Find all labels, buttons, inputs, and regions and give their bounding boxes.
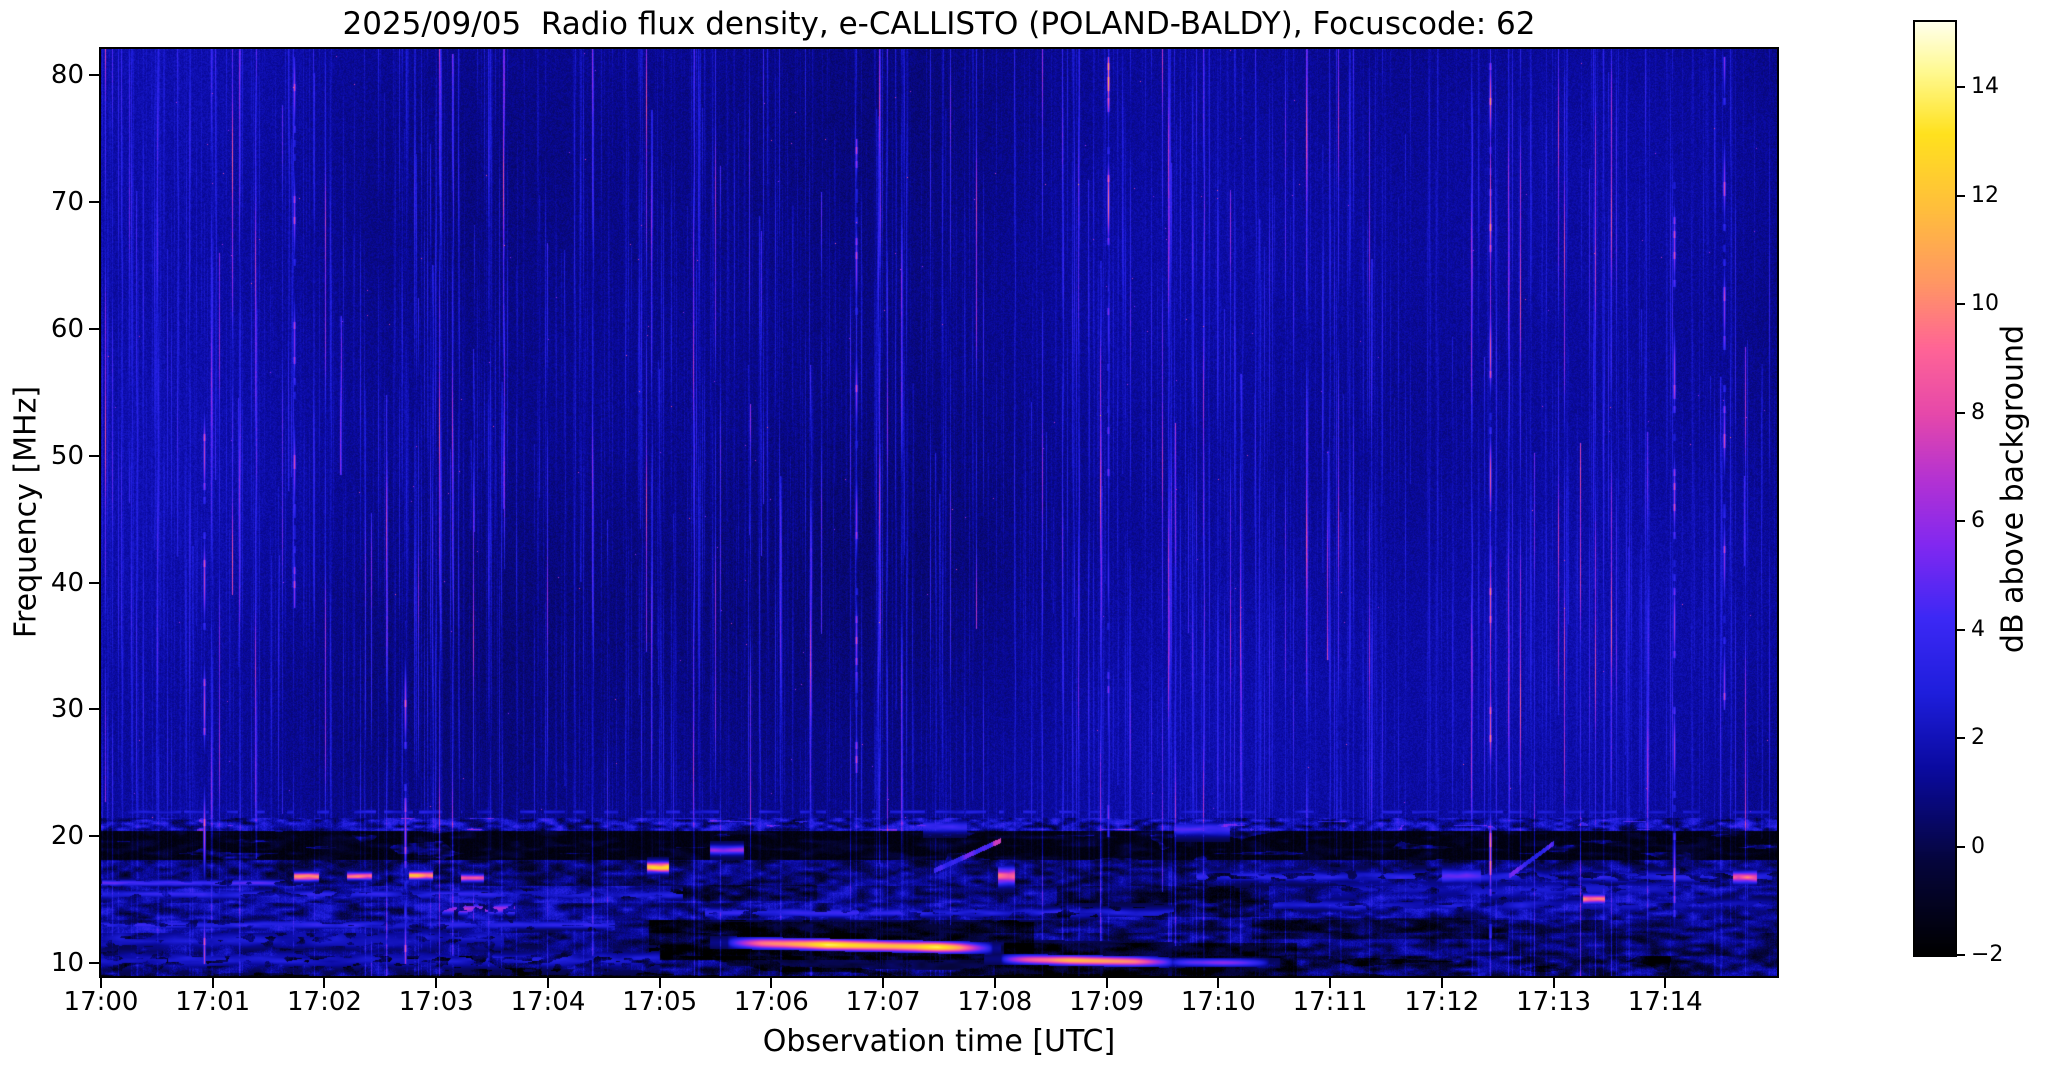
- plot-area: [99, 47, 1779, 978]
- x-tick-label: 17:07: [845, 987, 921, 1017]
- y-tick-mark: [89, 962, 99, 965]
- x-tick-label: 17:00: [63, 987, 139, 1017]
- y-tick-label: 60: [50, 313, 84, 344]
- colorbar-label: dB above background: [1995, 324, 2031, 654]
- y-tick-label: 20: [50, 821, 84, 852]
- colorbar-tick-mark: [1957, 520, 1965, 523]
- x-tick-label: 17:06: [733, 987, 809, 1017]
- colorbar-tick-label: 8: [1971, 399, 1985, 425]
- x-tick-label: 17:13: [1516, 987, 1591, 1017]
- y-tick-mark: [89, 708, 99, 711]
- colorbar-tick-mark: [1957, 737, 1965, 740]
- y-tick-mark: [89, 835, 99, 838]
- x-tick-label: 17:04: [510, 987, 586, 1017]
- y-tick-mark: [89, 74, 99, 77]
- colorbar-tick-label: 6: [1971, 508, 1985, 534]
- x-tick-mark: [211, 978, 214, 988]
- x-tick-label: 17:09: [1069, 987, 1145, 1017]
- colorbar: [1913, 20, 1957, 957]
- x-tick-label: 17:02: [286, 987, 362, 1017]
- y-tick-label: 50: [50, 440, 84, 471]
- y-tick-label: 30: [50, 694, 84, 725]
- x-tick-label: 17:01: [175, 987, 251, 1017]
- colorbar-gradient-canvas: [1915, 22, 1955, 955]
- y-tick-label: 40: [50, 567, 84, 598]
- colorbar-tick-label: 10: [1971, 291, 1999, 317]
- x-axis-label: Observation time [UTC]: [762, 1024, 1116, 1059]
- colorbar-tick-mark: [1957, 86, 1965, 89]
- x-tick-mark: [1105, 978, 1108, 988]
- x-tick-mark: [770, 978, 773, 988]
- colorbar-tick-label: −2: [1971, 942, 2004, 967]
- y-tick-label: 70: [50, 186, 84, 217]
- colorbar-tick-label: 4: [1971, 616, 1985, 642]
- x-tick-label: 17:08: [957, 987, 1033, 1017]
- colorbar-tick-mark: [1957, 954, 1965, 956]
- y-tick-label: 80: [50, 60, 84, 91]
- colorbar-tick-label: 14: [1971, 74, 1999, 100]
- x-tick-mark: [1440, 978, 1443, 988]
- chart-title: 2025/09/05 Radio flux density, e-CALLIST…: [342, 6, 1536, 42]
- x-tick-label: 17:03: [398, 987, 474, 1017]
- colorbar-tick-mark: [1957, 411, 1965, 414]
- x-tick-label: 17:10: [1180, 987, 1256, 1017]
- x-tick-mark: [1552, 978, 1555, 988]
- y-tick-label: 10: [50, 948, 84, 979]
- y-tick-mark: [89, 200, 99, 203]
- colorbar-tick-mark: [1957, 303, 1965, 306]
- colorbar-tick-mark: [1957, 628, 1965, 631]
- colorbar-tick-mark: [1957, 194, 1965, 197]
- x-tick-mark: [323, 978, 326, 988]
- x-tick-mark: [100, 978, 102, 988]
- y-tick-mark: [89, 454, 99, 457]
- colorbar-tick-mark: [1957, 845, 1965, 848]
- y-axis-label: Frequency [MHz]: [8, 385, 44, 639]
- colorbar-tick-label: 12: [1971, 182, 1999, 208]
- x-tick-label: 17:11: [1292, 987, 1368, 1017]
- x-tick-label: 17:05: [622, 987, 698, 1017]
- spectrogram-canvas: [101, 49, 1777, 976]
- colorbar-tick-label: 0: [1971, 833, 1985, 859]
- x-tick-mark: [993, 978, 996, 988]
- x-tick-mark: [435, 978, 438, 988]
- x-tick-mark: [546, 978, 549, 988]
- x-tick-mark: [1664, 978, 1667, 988]
- x-tick-mark: [658, 978, 661, 988]
- colorbar-tick-label: 2: [1971, 725, 1985, 751]
- y-tick-mark: [89, 581, 99, 584]
- x-tick-label: 17:12: [1404, 987, 1480, 1017]
- x-tick-mark: [882, 978, 885, 988]
- x-tick-label: 17:14: [1627, 987, 1703, 1017]
- y-tick-mark: [89, 327, 99, 330]
- x-tick-mark: [1329, 978, 1332, 988]
- x-tick-mark: [1217, 978, 1220, 988]
